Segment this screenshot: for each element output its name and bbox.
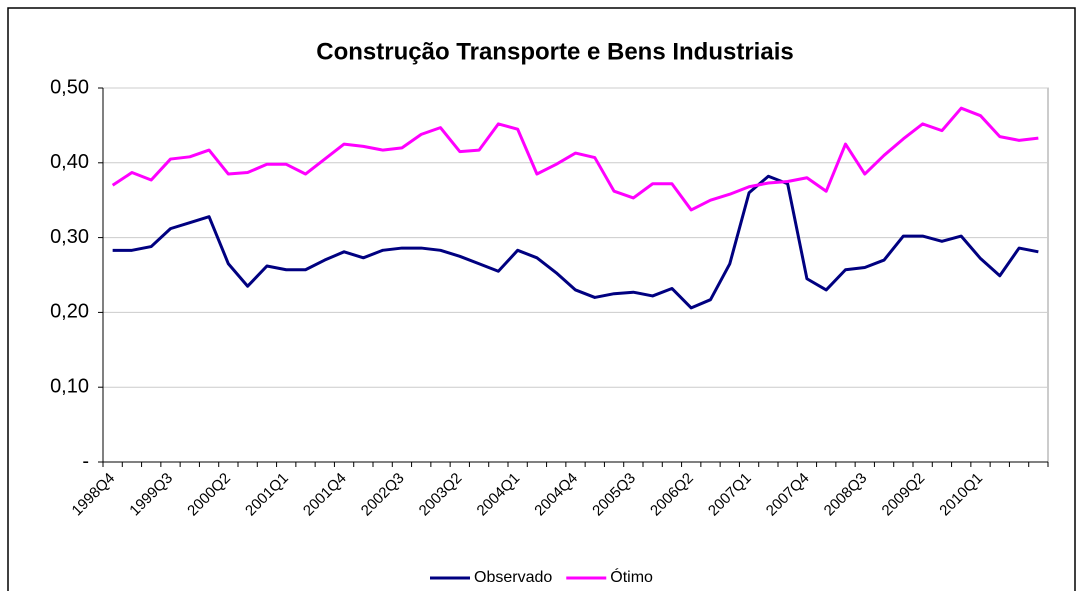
y-tick-label: 0,50 bbox=[50, 76, 89, 98]
y-tick-label: - bbox=[82, 450, 89, 472]
plot-area bbox=[102, 87, 1049, 463]
series-line bbox=[111, 106, 1039, 212]
y-tick-label: 0,10 bbox=[50, 375, 89, 397]
y-tick-label: 0,40 bbox=[50, 151, 89, 173]
legend-label: Ótimo bbox=[610, 567, 653, 586]
legend-label: Observado bbox=[474, 569, 552, 586]
series-line bbox=[112, 174, 1039, 310]
y-tick-label: 0,30 bbox=[50, 226, 89, 248]
chart-title: Construção Transporte e Bens Industriais bbox=[316, 38, 793, 65]
y-tick-label: 0,20 bbox=[50, 301, 89, 323]
